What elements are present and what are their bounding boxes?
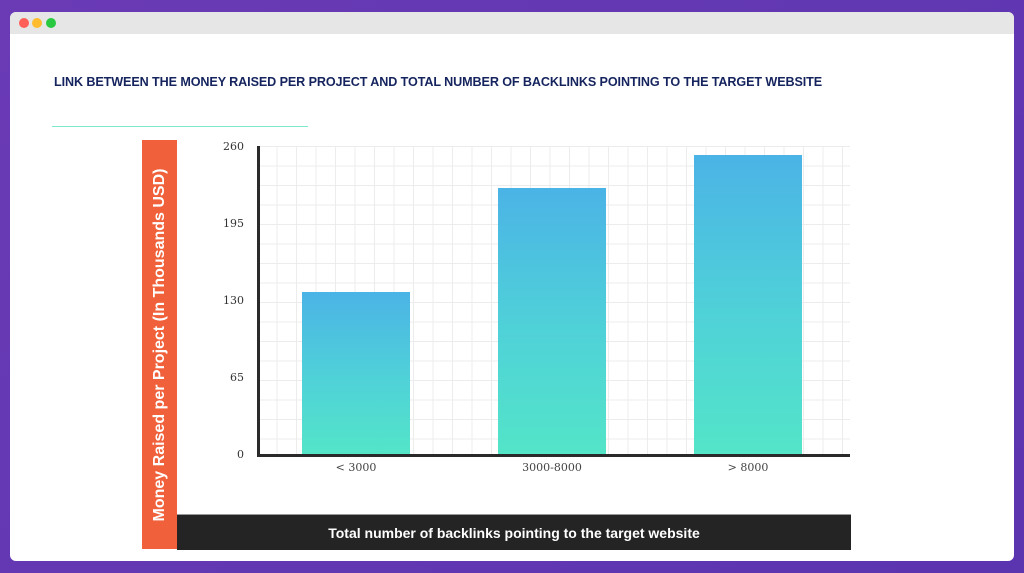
minimize-window-icon[interactable] [32,18,42,28]
y-axis-label-band: Money Raised per Project (In Thousands U… [142,140,177,549]
bar-lt-3000[interactable] [302,292,410,455]
x-tick-3000-8000: 3000-8000 [522,461,582,474]
window-titlebar [10,12,1014,34]
browser-window: LINK BETWEEN THE MONEY RAISED PER PROJEC… [10,12,1014,561]
bar-3000-8000[interactable] [498,188,606,455]
y-tick-0: 0 [237,448,244,461]
y-tick-195: 195 [223,217,244,230]
maximize-window-icon[interactable] [46,18,56,28]
x-tick-gt-8000: > 8000 [727,461,769,474]
y-axis-line [257,146,260,457]
x-axis-label: Total number of backlinks pointing to th… [328,524,700,541]
x-tick-lt-3000: < 3000 [335,461,377,474]
y-tick-65: 65 [230,371,244,384]
bar-gt-8000[interactable] [694,155,802,455]
y-tick-260: 260 [223,140,244,153]
y-axis-label: Money Raised per Project (In Thousands U… [150,168,168,521]
y-tick-130: 130 [223,294,244,307]
x-axis-label-band: Total number of backlinks pointing to th… [177,514,851,550]
title-divider [52,126,308,127]
close-window-icon[interactable] [19,18,29,28]
x-axis-line [257,454,850,457]
chart-title: LINK BETWEEN THE MONEY RAISED PER PROJEC… [54,75,823,89]
